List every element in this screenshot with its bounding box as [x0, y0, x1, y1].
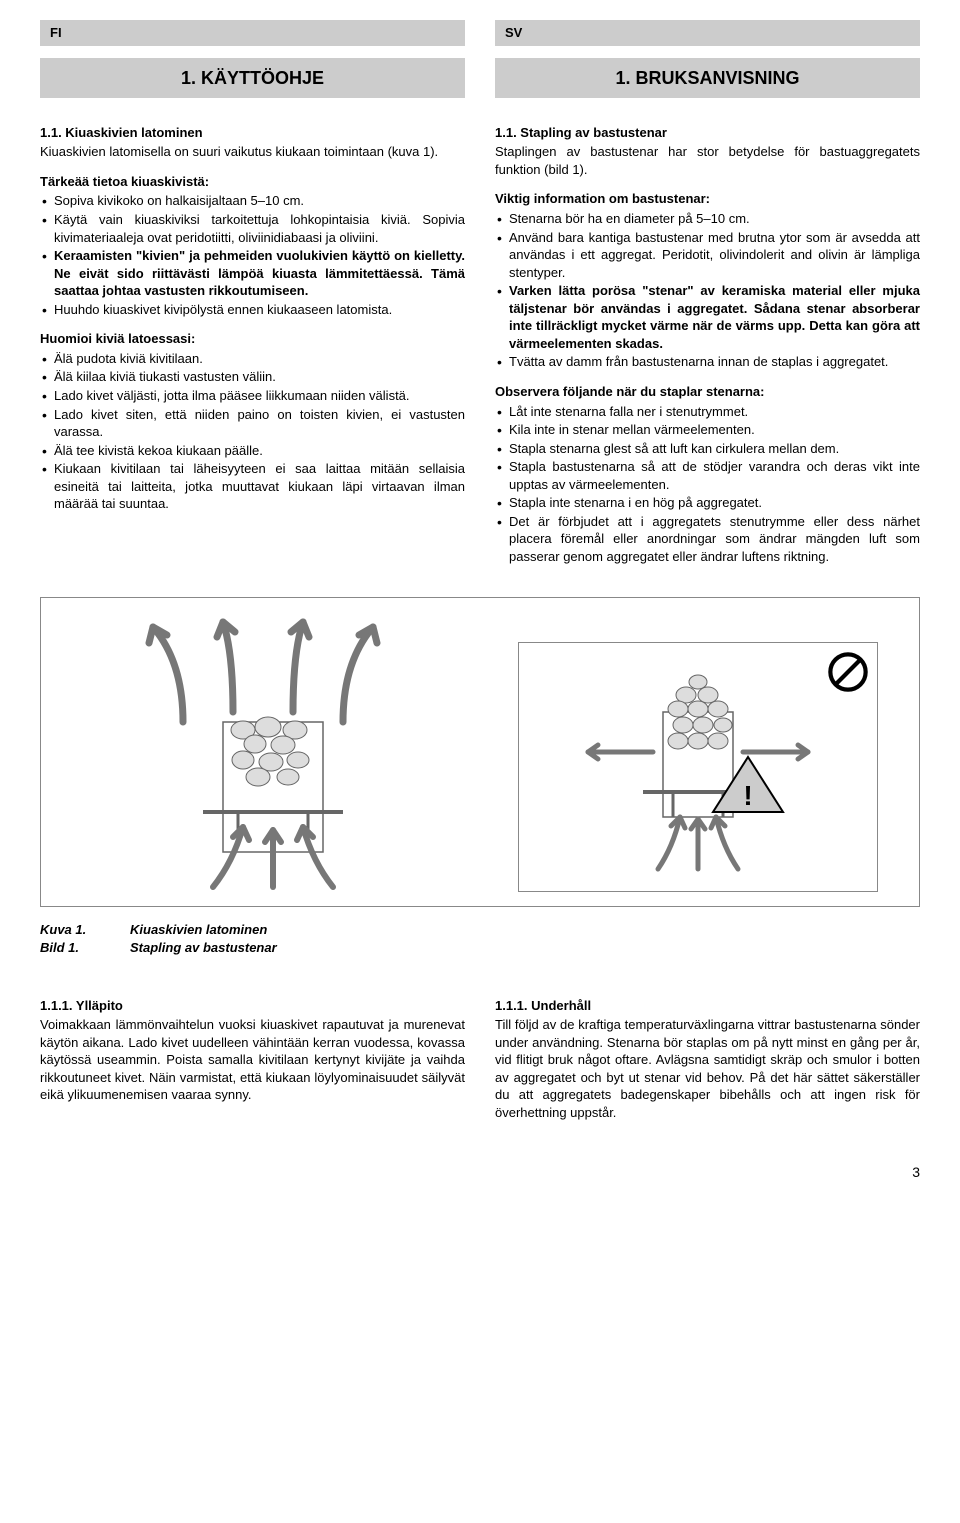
list-item: Använd bara kantiga bastustenar med brut…	[495, 229, 920, 282]
bold-text: Varken lätta porösa "stenar" av keramisk…	[509, 283, 920, 351]
column-sv: 1.1. Stapling av bastustenar Staplingen …	[495, 124, 920, 578]
lang-tag-sv: SV	[495, 20, 920, 46]
list-item: Lado kivet väljästi, jotta ilma pääsee l…	[40, 387, 465, 405]
list-item: Låt inte stenarna falla ner i stenutrymm…	[495, 403, 920, 421]
observe-heading-sv: Observera följande när du staplar stenar…	[495, 383, 920, 401]
list-item: Käytä vain kiuaskiviksi tarkoitettuja lo…	[40, 211, 465, 246]
para-sv-111: Till följd av de kraftiga temperaturväxl…	[495, 1016, 920, 1121]
list-item: Sopiva kivikoko on halkaisijaltaan 5–10 …	[40, 192, 465, 210]
footer-row: 1.1.1. Ylläpito Voimakkaan lämmönvaihtel…	[40, 997, 920, 1134]
important-list-sv: Stenarna bör ha en diameter på 5–10 cm. …	[495, 210, 920, 371]
important-heading-fi: Tärkeää tietoa kiuaskivistä:	[40, 173, 465, 191]
heater-incorrect-illustration: !	[538, 657, 858, 877]
list-item: Det är förbjudet att i aggregatets stenu…	[495, 513, 920, 566]
observe-list-sv: Låt inte stenarna falla ner i stenutrymm…	[495, 403, 920, 566]
heading-sv: 1. BRUKSANVISNING	[495, 58, 920, 98]
important-heading-sv: Viktig information om bastustenar:	[495, 190, 920, 208]
important-list-fi: Sopiva kivikoko on halkaisijaltaan 5–10 …	[40, 192, 465, 318]
list-item: Stenarna bör ha en diameter på 5–10 cm.	[495, 210, 920, 228]
para-fi-11: Kiuaskivien latomisella on suuri vaikutu…	[40, 143, 465, 161]
prohibit-icon	[827, 651, 869, 693]
language-tags-row: FI SV	[40, 20, 920, 46]
list-item: Stapla inte stenarna i en hög på aggrega…	[495, 494, 920, 512]
heading-fi: 1. KÄYTTÖOHJE	[40, 58, 465, 98]
list-item: Kiukaan kivitilaan tai läheisyyteen ei s…	[40, 460, 465, 513]
figure-box: !	[40, 597, 920, 907]
observe-list-fi: Älä pudota kiviä kivitilaan. Älä kiilaa …	[40, 350, 465, 513]
subheading-fi-11: 1.1. Kiuaskivien latominen	[40, 124, 465, 142]
caption-label-fi: Kuva 1.	[40, 921, 130, 939]
caption-text-sv: Stapling av bastustenar	[130, 939, 277, 957]
page-number: 3	[40, 1163, 920, 1182]
list-item: Lado kivet siten, että niiden paino on t…	[40, 406, 465, 441]
caption-text-fi: Kiuaskivien latominen	[130, 921, 267, 939]
list-item: Älä tee kivistä kekoa kiukaan päälle.	[40, 442, 465, 460]
subheading-sv-11: 1.1. Stapling av bastustenar	[495, 124, 920, 142]
list-item: Varken lätta porösa "stenar" av keramisk…	[495, 282, 920, 352]
list-item: Älä kiilaa kiviä tiukasti vastusten väli…	[40, 368, 465, 386]
bold-text: Keraamisten "kivien" ja pehmeiden vuoluk…	[54, 248, 465, 298]
list-item: Stapla stenarna glest så att luft kan ci…	[495, 440, 920, 458]
list-item: Stapla bastustenarna så att de stödjer v…	[495, 458, 920, 493]
subheading-sv-111: 1.1.1. Underhåll	[495, 997, 920, 1015]
figure-caption: Kuva 1. Kiuaskivien latominen Bild 1. St…	[40, 921, 920, 956]
footer-col-fi: 1.1.1. Ylläpito Voimakkaan lämmönvaihtel…	[40, 997, 465, 1134]
heater-correct-illustration	[83, 612, 463, 892]
list-item: Huuhdo kiuaskivet kivipölystä ennen kiuk…	[40, 301, 465, 319]
list-item: Tvätta av damm från bastustenarna innan …	[495, 353, 920, 371]
list-item: Keraamisten "kivien" ja pehmeiden vuoluk…	[40, 247, 465, 300]
para-fi-111: Voimakkaan lämmönvaihtelun vuoksi kiuask…	[40, 1016, 465, 1104]
svg-text:!: !	[743, 780, 752, 811]
headings-row: 1. KÄYTTÖOHJE 1. BRUKSANVISNING	[40, 58, 920, 112]
column-fi: 1.1. Kiuaskivien latominen Kiuaskivien l…	[40, 124, 465, 578]
caption-label-sv: Bild 1.	[40, 939, 130, 957]
footer-col-sv: 1.1.1. Underhåll Till följd av de krafti…	[495, 997, 920, 1134]
figure-panel-correct	[83, 612, 463, 892]
figure-panel-incorrect: !	[518, 642, 878, 892]
lang-tag-fi: FI	[40, 20, 465, 46]
subheading-fi-111: 1.1.1. Ylläpito	[40, 997, 465, 1015]
para-sv-11: Staplingen av bastustenar har stor betyd…	[495, 143, 920, 178]
observe-heading-fi: Huomioi kiviä latoessasi:	[40, 330, 465, 348]
content-row: 1.1. Kiuaskivien latominen Kiuaskivien l…	[40, 124, 920, 578]
list-item: Kila inte in stenar mellan värmeelemente…	[495, 421, 920, 439]
list-item: Älä pudota kiviä kivitilaan.	[40, 350, 465, 368]
